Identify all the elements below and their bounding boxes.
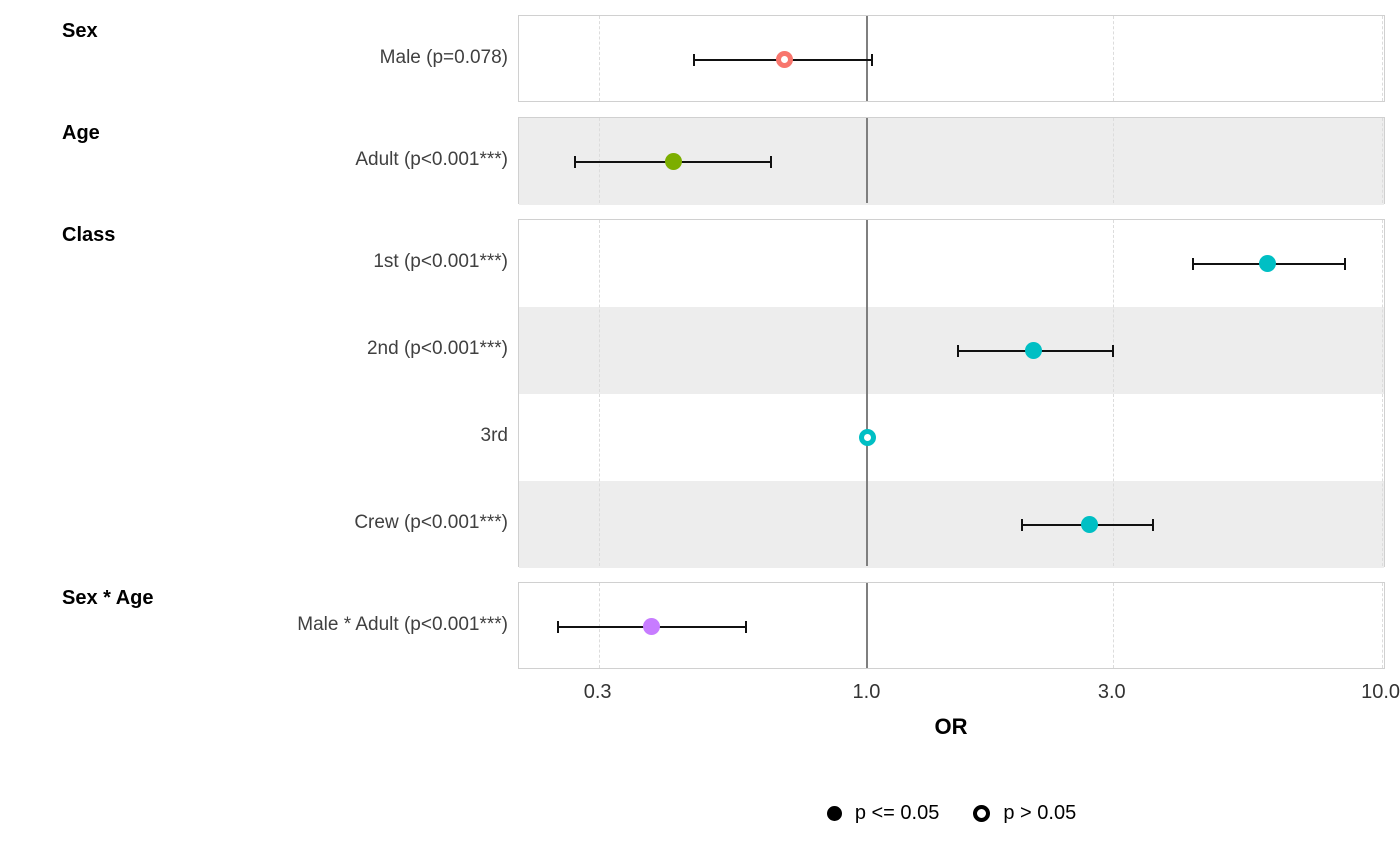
facet-panel (518, 582, 1385, 669)
point-marker (642, 618, 660, 635)
gridline (1112, 220, 1114, 566)
ref-line (866, 118, 869, 203)
point-marker (1024, 342, 1042, 359)
row-label: 3rd (480, 424, 508, 446)
facet-title: Class (62, 224, 116, 246)
legend-label: p > 0.05 (1003, 801, 1077, 824)
gridline (1381, 16, 1383, 101)
error-bar-cap (956, 344, 959, 357)
error-bar-cap (1152, 518, 1155, 531)
legend-item: p <= 0.05 (826, 801, 940, 825)
point-marker (1259, 255, 1277, 272)
row-label: Crew (p<0.001***) (354, 511, 508, 533)
row-label: Male (p=0.078) (379, 46, 508, 68)
facet-panel (518, 117, 1385, 205)
facet-title: Age (62, 122, 100, 144)
error-bar-cap (744, 620, 747, 633)
legend-label: p <= 0.05 (854, 801, 940, 824)
legend-item: p > 0.05 (973, 802, 1076, 825)
point-marker (1080, 516, 1098, 533)
error-bar-cap (1192, 257, 1195, 270)
gridline (1381, 583, 1383, 668)
gridline (1381, 118, 1383, 203)
error-bar-cap (1021, 518, 1024, 531)
error-bar-cap (770, 155, 773, 168)
open-point-icon (973, 804, 991, 822)
row-stripe (519, 481, 1384, 568)
facet-panel (518, 219, 1385, 568)
legend: p <= 0.05 p > 0.05 (518, 796, 1385, 830)
gridline (1112, 16, 1114, 101)
error-bar-cap (870, 53, 873, 66)
point-marker (776, 51, 794, 68)
gridline (598, 220, 600, 566)
ref-line (866, 220, 869, 566)
gridline (1112, 583, 1114, 668)
gridline (1381, 220, 1383, 566)
x-tick-label: 1.0 (852, 681, 881, 703)
x-tick-label: 10.0 (1361, 681, 1400, 703)
x-tick-label: 3.0 (1097, 681, 1126, 703)
error-bar-cap (1111, 344, 1114, 357)
row-label: 2nd (p<0.001***) (366, 337, 508, 359)
gridline (598, 16, 600, 101)
row-label: Adult (p<0.001***) (355, 148, 508, 170)
error-bar-cap (693, 53, 696, 66)
facet-title: Sex * Age (62, 587, 154, 609)
facet-panel (518, 15, 1385, 102)
facet-title: Sex (62, 20, 98, 42)
point-marker (858, 429, 876, 446)
filled-point-icon (826, 805, 842, 821)
gridline (1112, 118, 1114, 203)
ref-line (866, 583, 869, 668)
x-tick-label: 0.3 (583, 681, 612, 703)
point-marker (665, 153, 683, 170)
error-bar-cap (556, 620, 559, 633)
error-bar-cap (574, 155, 577, 168)
row-label: 1st (p<0.001***) (373, 250, 508, 272)
row-label: Male * Adult (p<0.001***) (297, 613, 508, 635)
error-bar-cap (1344, 257, 1347, 270)
x-axis-title: OR (934, 714, 968, 739)
row-stripe (519, 307, 1384, 394)
